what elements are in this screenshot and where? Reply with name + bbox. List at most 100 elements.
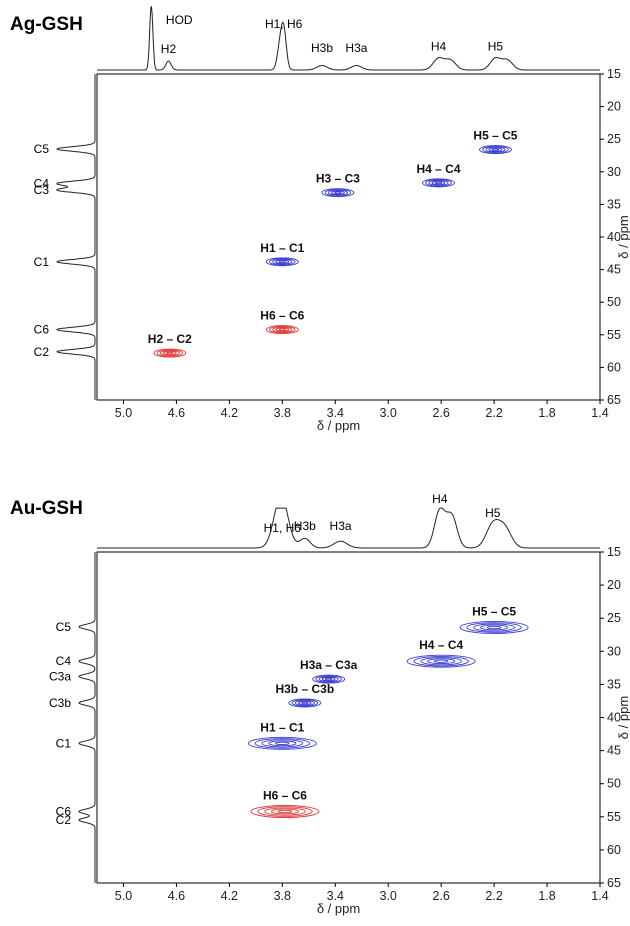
side-peak-label: C5	[56, 620, 72, 634]
contour-ring	[277, 809, 293, 814]
side-peak-label: C3b	[49, 696, 71, 710]
cross-peak	[478, 145, 512, 155]
y-tick-label: 20	[607, 100, 621, 114]
y-tick-label: 15	[607, 545, 621, 559]
contour-ring	[269, 258, 296, 266]
top-peak-label: H3a	[330, 519, 352, 533]
y-tick-label: 65	[607, 876, 621, 890]
carbon-projection-trace	[78, 552, 96, 883]
contour-ring	[327, 189, 348, 196]
y-tick-label: 35	[607, 197, 621, 211]
x-tick-label: 1.4	[591, 406, 608, 420]
contour-ring	[261, 739, 304, 748]
contour-ring	[156, 349, 184, 357]
x-axis-label: δ / ppm	[317, 418, 360, 433]
x-tick-label: 3.4	[327, 889, 344, 903]
y-axis-label: δ / ppm	[616, 696, 630, 739]
x-tick-label: 3.8	[274, 889, 291, 903]
contour-ring	[312, 674, 346, 684]
top-peak-label: H2	[161, 42, 177, 56]
y-tick-label: 60	[607, 843, 621, 857]
top-peak-label: H3a	[345, 41, 367, 55]
cross-peak-label: H3b – C3b	[275, 682, 334, 696]
y-tick-label: 30	[607, 165, 621, 179]
contour-ring	[480, 624, 509, 631]
top-peak-label: H3b	[294, 519, 316, 533]
contour-ring	[331, 190, 345, 195]
side-peak-label: C2	[56, 813, 72, 827]
contour-ring	[275, 741, 290, 745]
contour-ring	[166, 351, 174, 355]
cross-peak	[459, 621, 529, 634]
y-tick-label: 25	[607, 132, 621, 146]
contour-ring	[422, 178, 455, 188]
contour-ring	[265, 257, 299, 267]
y-tick-label: 35	[607, 677, 621, 691]
y-tick-label: 25	[607, 611, 621, 625]
x-tick-label: 2.6	[432, 406, 449, 420]
cross-peak	[288, 698, 322, 708]
side-peak-label: C1	[34, 255, 50, 269]
proton-projection-trace	[97, 6, 600, 71]
contour-ring	[275, 259, 290, 264]
top-peak-label: HOD	[166, 13, 193, 27]
y-tick-label: 30	[607, 644, 621, 658]
side-peak-label: C1	[56, 736, 72, 750]
contour-ring	[247, 736, 317, 750]
cross-peak-label: H3 – C3	[316, 172, 360, 186]
x-tick-label: 4.2	[221, 406, 238, 420]
x-tick-label: 2.2	[485, 406, 502, 420]
side-peak-label: C2	[34, 345, 50, 359]
cross-peak	[321, 188, 355, 198]
cross-peak	[422, 178, 455, 188]
cross-peak-label: H1 – C1	[260, 241, 304, 255]
contour-ring	[478, 145, 512, 155]
contour-ring	[466, 622, 522, 633]
contour-ring	[321, 188, 355, 198]
contour-ring	[257, 806, 313, 817]
contour-ring	[159, 350, 180, 356]
contour-ring	[153, 348, 187, 358]
contour-ring	[406, 654, 476, 668]
cross-peak-label: H1 – C1	[260, 720, 304, 734]
y-tick-label: 45	[607, 263, 621, 277]
contour-ring	[278, 260, 286, 264]
side-peak-label: C4	[56, 654, 72, 668]
contour-ring	[269, 325, 296, 334]
panel-title: Ag-GSH	[10, 14, 83, 35]
y-tick-label: 60	[607, 360, 621, 374]
contour-ring	[291, 699, 319, 707]
panel-title: Au-GSH	[10, 498, 83, 519]
contour-ring	[428, 180, 449, 186]
cross-peak	[265, 325, 299, 335]
side-peak-label: C6	[34, 323, 50, 337]
x-tick-label: 2.6	[432, 889, 449, 903]
top-peak-label: H3b	[311, 41, 333, 55]
contour-ring	[275, 327, 290, 332]
x-tick-label: 3.4	[327, 406, 344, 420]
cross-peak-label: H4 – C4	[416, 162, 460, 176]
contour-ring	[315, 675, 342, 683]
top-peak-label: H4	[432, 492, 448, 506]
contour-ring	[265, 325, 299, 335]
y-tick-label: 15	[607, 67, 621, 81]
contour-ring	[486, 625, 502, 630]
carbon-projection-trace	[56, 74, 96, 400]
contour-ring	[324, 189, 352, 197]
cross-peak	[406, 654, 476, 668]
x-tick-label: 5.0	[115, 889, 132, 903]
side-peak-label: C3a	[49, 669, 71, 683]
contour-ring	[278, 328, 286, 331]
contour-ring	[491, 148, 500, 151]
contour-ring	[488, 147, 503, 152]
y-tick-label: 40	[607, 230, 621, 244]
y-axis-label: δ / ppm	[616, 215, 630, 258]
contour-ring	[294, 700, 315, 706]
contour-ring	[301, 701, 309, 705]
x-tick-label: 1.8	[538, 889, 555, 903]
contour-ring	[272, 258, 293, 265]
cross-peak-label: H6 – C6	[263, 789, 307, 803]
contour-ring	[324, 677, 333, 681]
side-peak-label: C3	[34, 183, 50, 197]
